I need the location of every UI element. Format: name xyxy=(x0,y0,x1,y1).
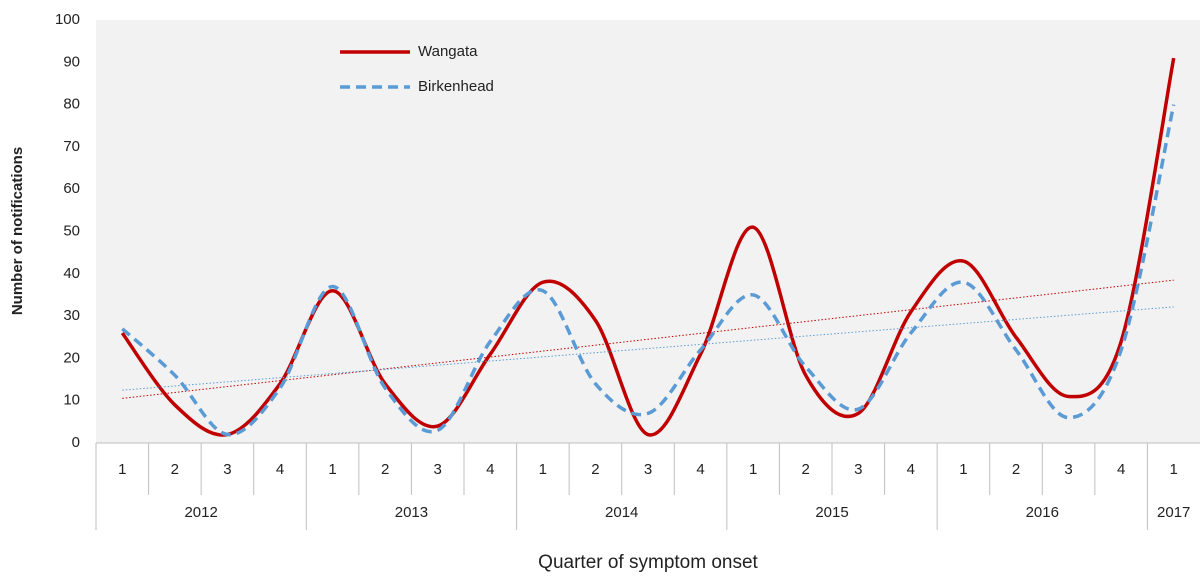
x-tick-label: 3 xyxy=(1064,461,1072,478)
year-label: 2015 xyxy=(815,504,848,521)
y-tick-label: 70 xyxy=(63,138,80,155)
y-tick-label: 40 xyxy=(63,265,80,282)
y-tick-label: 50 xyxy=(63,222,80,239)
year-label: 2016 xyxy=(1026,504,1059,521)
x-tick-label: 4 xyxy=(486,461,494,478)
trendline xyxy=(122,279,1174,399)
x-tick-label: 2 xyxy=(381,461,389,478)
legend-label: Birkenhead xyxy=(418,78,494,95)
plot-area xyxy=(96,20,1200,443)
x-axis-title: Quarter of symptom onset xyxy=(538,552,758,573)
x-tick-label: 2 xyxy=(591,461,599,478)
x-tick-label: 2 xyxy=(802,461,810,478)
x-tick-label: 4 xyxy=(1117,461,1125,478)
x-tick-label: 3 xyxy=(854,461,862,478)
y-tick-label: 60 xyxy=(63,180,80,197)
x-tick-label: 4 xyxy=(907,461,915,478)
y-tick-label: 0 xyxy=(72,434,80,451)
x-tick-label: 1 xyxy=(749,461,757,478)
x-tick-label: 1 xyxy=(1170,461,1178,478)
y-tick-label: 90 xyxy=(63,53,80,70)
x-tick-label: 1 xyxy=(959,461,967,478)
x-tick-label: 3 xyxy=(223,461,231,478)
x-tick-label: 2 xyxy=(171,461,179,478)
x-tick-label: 4 xyxy=(696,461,704,478)
x-tick-label: 4 xyxy=(276,461,284,478)
x-tick-label: 1 xyxy=(328,461,336,478)
year-label: 2012 xyxy=(184,504,217,521)
y-axis-title: Number of notifications xyxy=(9,147,26,315)
y-tick-label: 80 xyxy=(63,96,80,113)
x-tick-label: 2 xyxy=(1012,461,1020,478)
x-tick-label: 3 xyxy=(644,461,652,478)
year-label: 2013 xyxy=(395,504,428,521)
series-line xyxy=(121,104,1176,437)
y-tick-label: 100 xyxy=(55,11,80,28)
year-label: 2014 xyxy=(605,504,638,521)
x-tick-label: 3 xyxy=(434,461,442,478)
y-tick-label: 30 xyxy=(63,307,80,324)
year-label: 2017 xyxy=(1157,504,1190,521)
y-tick-label: 20 xyxy=(63,349,80,366)
y-tick-label: 10 xyxy=(63,392,80,409)
x-tick-label: 1 xyxy=(539,461,547,478)
legend-label: Wangata xyxy=(418,43,478,60)
x-tick-label: 1 xyxy=(118,461,126,478)
